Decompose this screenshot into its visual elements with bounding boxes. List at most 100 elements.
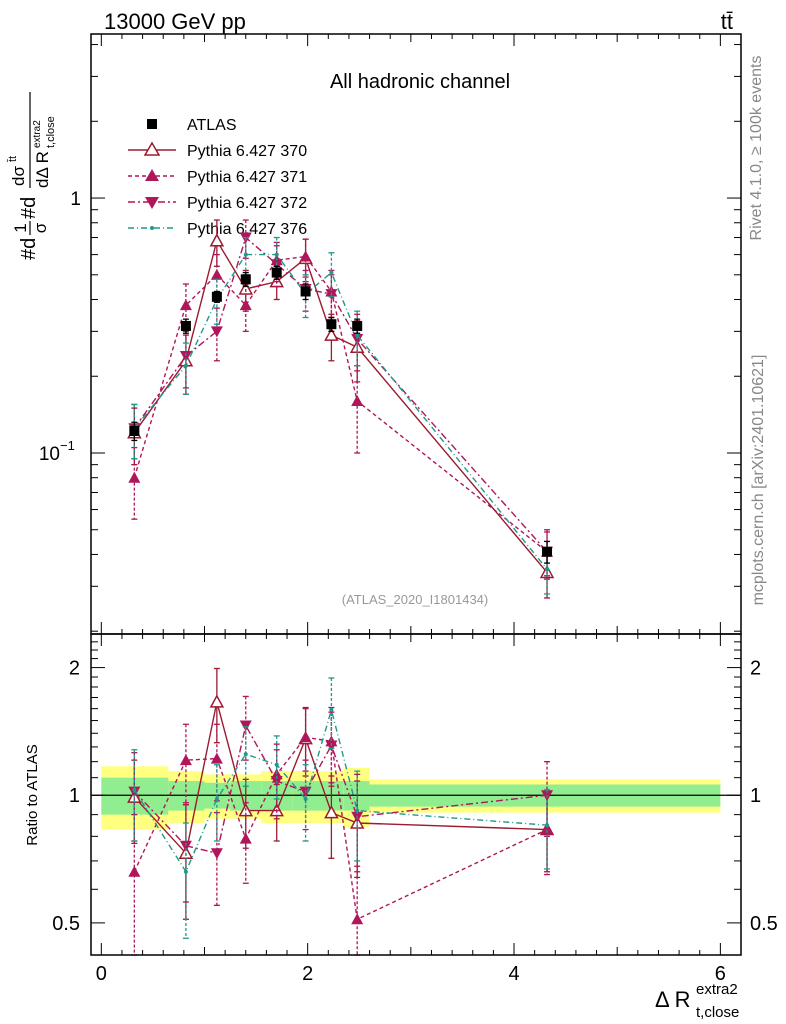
main-point-atlas [300, 286, 311, 297]
main-point-atlas [240, 274, 251, 285]
ratio-point-py371 [128, 865, 141, 877]
x-tick-label: 0 [96, 963, 107, 985]
site-label: mcplots.cern.ch [arXiv:2401.10621] [750, 355, 767, 606]
xlabel-sup: extra2 [696, 981, 738, 998]
ylabel-frac1-den: σ [31, 222, 50, 233]
x-tick-label: 4 [508, 963, 519, 985]
process-label: tt̄ [721, 9, 733, 34]
ratio-point-py372 [325, 740, 338, 752]
ratio-point-py376 [303, 796, 308, 801]
ylabel-frac2-num: dσ [9, 166, 28, 186]
main-y-tick-label: 1 [70, 189, 81, 210]
main-point-py376 [274, 252, 279, 257]
ratio-point-py376 [132, 787, 137, 792]
ratio-y-tick-label: 2 [69, 658, 80, 680]
ratio-point-py376 [274, 762, 279, 767]
ylabel-frac2-den: dΔ R [33, 151, 52, 188]
ratio-plot-frame [90, 633, 742, 956]
legend-label-py372: Pythia 6.427 372 [187, 195, 307, 212]
ratio-point-py371 [179, 754, 192, 766]
legend-marker-atlas [147, 119, 157, 129]
ratio-point-py371 [210, 752, 223, 764]
ratio-point-py371 [299, 731, 312, 743]
legend-entry-py371: Pythia 6.427 371 [128, 169, 307, 186]
rivet-label: Rivet 4.1.0, ≥ 100k events [748, 56, 765, 241]
main-series-atlas [129, 265, 553, 564]
legend-label-atlas: ATLAS [187, 117, 237, 134]
ylabel-frac2-den-sub: t,close [45, 116, 57, 148]
ratio-point-py372 [239, 720, 252, 732]
ratio-y-tick-label: 0.5 [52, 913, 80, 935]
legend-marker-py376 [150, 226, 154, 230]
ylabel-part-a: #d [18, 238, 40, 260]
main-point-atlas [326, 319, 337, 330]
ratio-point-py371 [351, 913, 364, 925]
ratio-y-tick-label: 1 [69, 785, 80, 807]
main-point-py371 [210, 268, 223, 280]
main-point-atlas [352, 320, 363, 331]
xlabel-sub: t,close [696, 1004, 739, 1021]
legend-marker-py371 [145, 169, 159, 181]
ratio-y-tick-label-right: 1 [750, 785, 761, 807]
main-point-py372 [351, 333, 364, 345]
ylabel-frac2-num-sup: t̄t [7, 156, 19, 163]
main-point-atlas [180, 320, 191, 331]
ratio-point-py372 [179, 840, 192, 852]
main-point-atlas [271, 267, 282, 278]
main-y-label: #d 1 σ #d dσ t̄t dΔ R t,close extra2 [7, 92, 57, 260]
ratio-point-py376 [329, 707, 334, 712]
main-point-py371 [128, 471, 141, 483]
ratio-point-py372 [210, 848, 223, 860]
ratio-y-label: Ratio to ATLAS [24, 744, 41, 845]
ratio-point-py371 [239, 832, 252, 844]
x-tick-label: 2 [302, 963, 313, 985]
energy-label: 13000 GeV pp [104, 9, 246, 34]
ratio-point-py376 [214, 796, 219, 801]
ratio-series-py376 [131, 677, 551, 939]
legend-marker-py372 [145, 197, 159, 209]
data-series [127, 219, 555, 956]
main-y-tick-label-exponent: −1 [60, 438, 75, 453]
legend-entry-py372: Pythia 6.427 372 [128, 195, 307, 212]
reference-label: (ATLAS_2020_I1801434) [342, 592, 488, 607]
legend-label-py370: Pythia 6.427 370 [187, 143, 307, 160]
ratio-point-py376 [545, 823, 550, 828]
main-point-atlas [542, 546, 553, 557]
main-point-atlas [211, 291, 222, 302]
main-point-py376 [545, 567, 550, 572]
main-point-py376 [355, 333, 360, 338]
main-point-py371 [299, 250, 312, 262]
ylabel-frac2-den-sup: extra2 [32, 120, 43, 148]
ratio-y-tick-label-right: 2 [750, 658, 761, 680]
main-point-py370 [209, 233, 225, 247]
axes: 0 2 4 6 10 −1 1 0.5 0.5 1 1 2 2 [39, 33, 778, 985]
legend-entry-atlas: ATLAS [147, 117, 237, 134]
main-line-py372 [133, 236, 548, 553]
legend-entry-py370: Pythia 6.427 370 [128, 141, 307, 160]
main-point-py371 [351, 394, 364, 406]
ratio-point-py376 [355, 808, 360, 813]
legend-marker-py370 [143, 141, 161, 156]
main-point-py370 [238, 281, 254, 295]
main-point-py371 [239, 299, 252, 311]
ratio-point-py376 [183, 869, 188, 874]
plot-title: All hadronic channel [330, 71, 510, 93]
main-point-atlas [129, 425, 140, 436]
legend-label-py371: Pythia 6.427 371 [187, 169, 307, 186]
x-tick-label: 6 [715, 963, 726, 985]
main-point-py370 [324, 327, 339, 341]
ratio-point-py370 [324, 805, 339, 819]
main-point-py376 [243, 252, 248, 257]
ratio-point-py370 [209, 694, 225, 708]
main-point-py376 [183, 363, 188, 368]
ylabel-frac1-num: 1 [11, 223, 30, 232]
main-point-py376 [329, 270, 334, 275]
main-point-py372 [210, 326, 223, 338]
xlabel-main: Δ R [655, 987, 690, 1012]
main-y-tick-label: 10 [39, 444, 60, 465]
x-axis-label: Δ R extra2 t,close [655, 981, 739, 1021]
ylabel-part-b: #d [18, 197, 40, 219]
main-point-py371 [179, 299, 192, 311]
